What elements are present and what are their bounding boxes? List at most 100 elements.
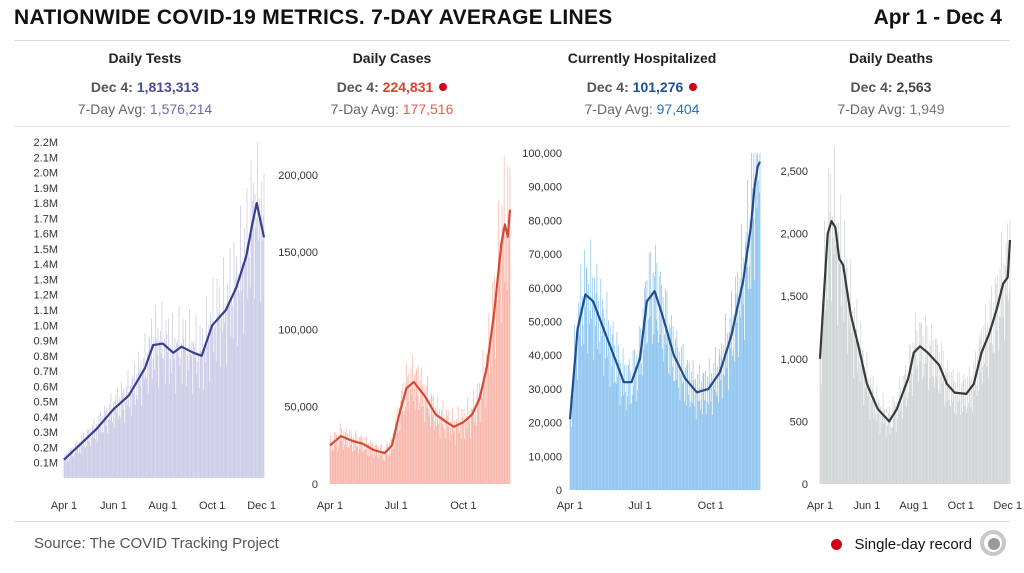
daily-bar: [442, 400, 444, 484]
daily-bar: [712, 378, 714, 490]
y-tick-label: 2,000: [780, 229, 808, 241]
daily-bar: [655, 319, 657, 490]
daily-bar: [620, 363, 622, 490]
daily-bar: [904, 374, 905, 484]
daily-bar: [444, 417, 446, 484]
daily-bar: [434, 421, 436, 484]
daily-bar: [256, 217, 258, 478]
daily-bar: [219, 366, 221, 478]
daily-bar: [96, 441, 98, 478]
daily-bar: [716, 395, 718, 490]
daily-bar: [911, 357, 912, 484]
daily-bar: [80, 442, 82, 478]
daily-bar: [871, 389, 873, 484]
daily-bar: [725, 313, 726, 490]
daily-bar: [414, 374, 415, 484]
daily-bar: [685, 405, 687, 490]
daily-bar: [417, 395, 418, 484]
daily-bar: [756, 207, 758, 491]
y-tick-label: 500: [790, 416, 808, 428]
daily-bar: [688, 362, 690, 490]
daily-bar: [664, 334, 665, 490]
daily-bar: [342, 449, 344, 484]
daily-bar: [1003, 263, 1005, 484]
daily-bar: [738, 310, 740, 490]
y-tick-label: 1.6M: [34, 229, 58, 241]
daily-bar: [741, 223, 742, 490]
daily-bar: [228, 304, 229, 478]
daily-bar: [931, 375, 933, 484]
daily-bar: [198, 354, 199, 478]
y-tick-label: 50,000: [528, 317, 562, 329]
daily-bar: [132, 375, 134, 478]
daily-bar: [625, 391, 626, 490]
daily-bar: [921, 379, 923, 484]
daily-bar: [493, 313, 495, 484]
daily-bar: [753, 153, 755, 490]
daily-bar: [965, 378, 966, 484]
daily-bar: [238, 289, 240, 478]
x-tick-label: Dec 1: [247, 500, 276, 512]
daily-bar: [459, 430, 461, 484]
daily-bar: [881, 421, 882, 484]
daily-bar: [185, 385, 187, 478]
daily-bar: [446, 409, 447, 484]
daily-bar: [576, 335, 578, 490]
daily-bar: [91, 425, 93, 478]
daily-bar: [245, 247, 247, 478]
daily-bar: [575, 367, 576, 490]
daily-bar: [492, 281, 493, 484]
daily-bar: [854, 307, 855, 484]
daily-bar: [605, 339, 607, 490]
daily-bar: [594, 278, 595, 490]
daily-bar: [881, 415, 883, 484]
daily-bar: [579, 307, 581, 490]
daily-bar: [734, 361, 735, 490]
daily-bar: [585, 268, 587, 490]
daily-bar: [939, 393, 941, 484]
daily-bar: [413, 400, 415, 484]
daily-bar: [343, 430, 345, 484]
daily-bar: [194, 346, 195, 478]
daily-bar: [189, 353, 191, 478]
daily-bar: [438, 409, 440, 484]
daily-bar: [701, 382, 702, 490]
daily-bar: [117, 418, 119, 478]
daily-bar: [100, 432, 102, 478]
daily-bar: [419, 402, 420, 484]
daily-bar: [998, 350, 999, 484]
daily-bar: [169, 358, 171, 478]
daily-bar: [436, 395, 438, 484]
daily-bar: [721, 343, 722, 490]
daily-bar: [424, 422, 426, 484]
daily-bar: [100, 411, 101, 478]
daily-bar: [917, 364, 919, 484]
daily-bar: [590, 239, 592, 490]
daily-bar: [850, 258, 852, 484]
daily-bar: [989, 300, 991, 484]
daily-bar: [450, 420, 452, 484]
daily-bar: [890, 414, 892, 484]
daily-bar: [455, 422, 457, 484]
avg-line-hospitalized: 7-Day Avg: 97,404: [514, 99, 770, 119]
daily-bar: [910, 345, 912, 484]
daily-bar: [868, 391, 870, 484]
daily-bar: [923, 376, 925, 484]
daily-bar: [883, 423, 885, 484]
daily-bar: [370, 439, 372, 484]
daily-bar: [454, 420, 455, 484]
daily-bar: [642, 307, 644, 490]
daily-bar: [635, 401, 637, 490]
daily-bar: [354, 441, 356, 484]
daily-bar: [728, 332, 730, 490]
daily-bar: [636, 354, 638, 490]
y-tick-label: 0.6M: [34, 381, 58, 393]
daily-bar: [593, 360, 595, 490]
daily-bar: [355, 446, 357, 484]
daily-bar: [578, 302, 579, 490]
daily-bar: [759, 153, 761, 490]
daily-bar: [658, 276, 660, 490]
daily-bar: [479, 422, 481, 484]
daily-bar: [221, 319, 223, 478]
y-tick-label: 2.2M: [34, 137, 58, 149]
